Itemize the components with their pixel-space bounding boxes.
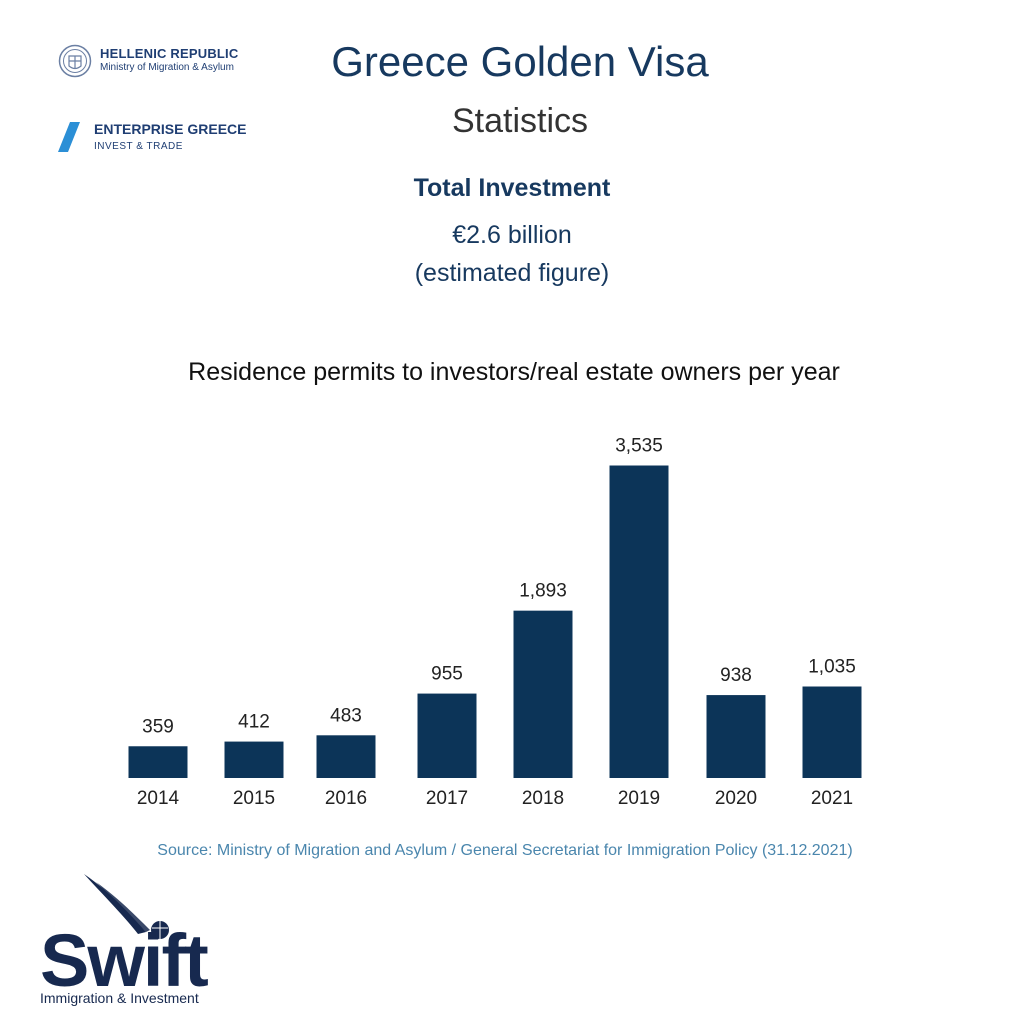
total-investment-note: (estimated figure): [414, 259, 610, 287]
value-label-2018: 1,893: [519, 581, 567, 602]
bar-2018: [513, 610, 573, 778]
total-investment-value: €2.6 billion: [452, 221, 572, 249]
wing-globe-icon: [84, 874, 169, 939]
category-label-2016: 2016: [325, 788, 367, 809]
page-subtitle: Statistics: [451, 102, 589, 140]
value-label-2015: 412: [238, 712, 270, 733]
source-note: Source: Ministry of Migration and Asylum…: [157, 842, 853, 859]
bar-2014: [128, 746, 188, 778]
swift-logo: Swift Immigration & Investment: [36, 868, 246, 1018]
bar-2021: [802, 686, 862, 778]
value-label-2014: 359: [142, 716, 174, 737]
chart-title: Residence permits to investors/real esta…: [188, 358, 840, 386]
page-title: Greece Golden Visa: [331, 38, 709, 85]
category-label-2018: 2018: [522, 788, 564, 809]
value-label-2016: 483: [330, 705, 362, 726]
bar-2019: [609, 465, 669, 778]
enterprise-greece-text: ENTERPRISE GREECE: [94, 121, 247, 137]
swift-wordmark: Swift: [40, 919, 209, 1002]
value-label-2020: 938: [720, 665, 752, 686]
category-label-2020: 2020: [715, 788, 757, 809]
enterprise-greece-logo: ENTERPRISE GREECE INVEST & TRADE: [58, 118, 288, 158]
value-label-2019: 3,535: [615, 436, 663, 457]
bar-2016: [316, 735, 376, 778]
category-label-2014: 2014: [137, 788, 180, 809]
permits-bar-chart: 359 2014 412 2015 483 2016 955 2017 1,893 2018 3,5…: [128, 436, 862, 809]
category-label-2019: 2019: [618, 788, 660, 809]
bar-2020: [706, 695, 766, 778]
invest-trade-text: INVEST & TRADE: [94, 141, 183, 152]
hellenic-republic-logo: HELLENIC REPUBLIC Ministry of Migration …: [58, 42, 288, 82]
category-label-2017: 2017: [426, 788, 468, 809]
bar-2015: [224, 741, 284, 778]
swift-tagline: Immigration & Investment: [40, 990, 199, 1006]
category-label-2021: 2021: [811, 788, 853, 809]
value-label-2017: 955: [431, 664, 463, 685]
greek-seal-icon: [58, 44, 92, 78]
category-label-2015: 2015: [233, 788, 275, 809]
total-investment-label: Total Investment: [413, 174, 611, 202]
bar-2017: [417, 693, 477, 778]
enterprise-slash-icon: [58, 122, 80, 152]
ministry-text: Ministry of Migration & Asylum: [100, 62, 234, 73]
value-label-2021: 1,035: [808, 657, 856, 678]
hellenic-republic-text: HELLENIC REPUBLIC: [100, 46, 239, 61]
